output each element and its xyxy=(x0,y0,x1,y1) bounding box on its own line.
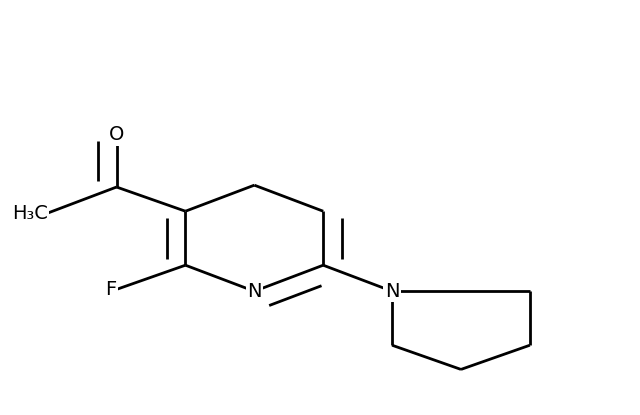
Text: N: N xyxy=(247,282,262,301)
Text: N: N xyxy=(385,282,399,301)
Text: H₃C: H₃C xyxy=(12,204,47,222)
Text: O: O xyxy=(109,125,124,144)
Text: F: F xyxy=(106,280,116,299)
